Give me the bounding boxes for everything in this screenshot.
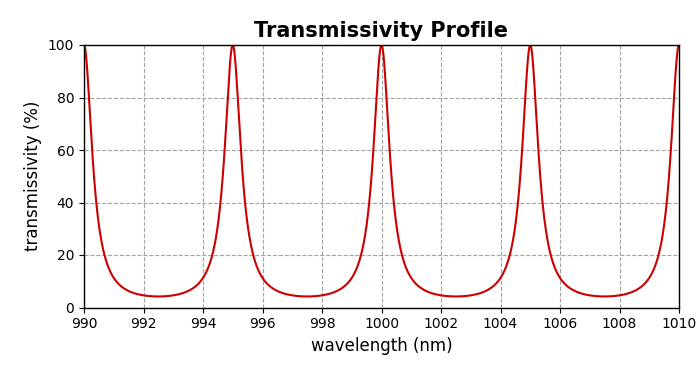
X-axis label: wavelength (nm): wavelength (nm) [311, 337, 452, 355]
Y-axis label: transmissivity (%): transmissivity (%) [25, 101, 42, 251]
Title: Transmissivity Profile: Transmissivity Profile [255, 21, 508, 40]
